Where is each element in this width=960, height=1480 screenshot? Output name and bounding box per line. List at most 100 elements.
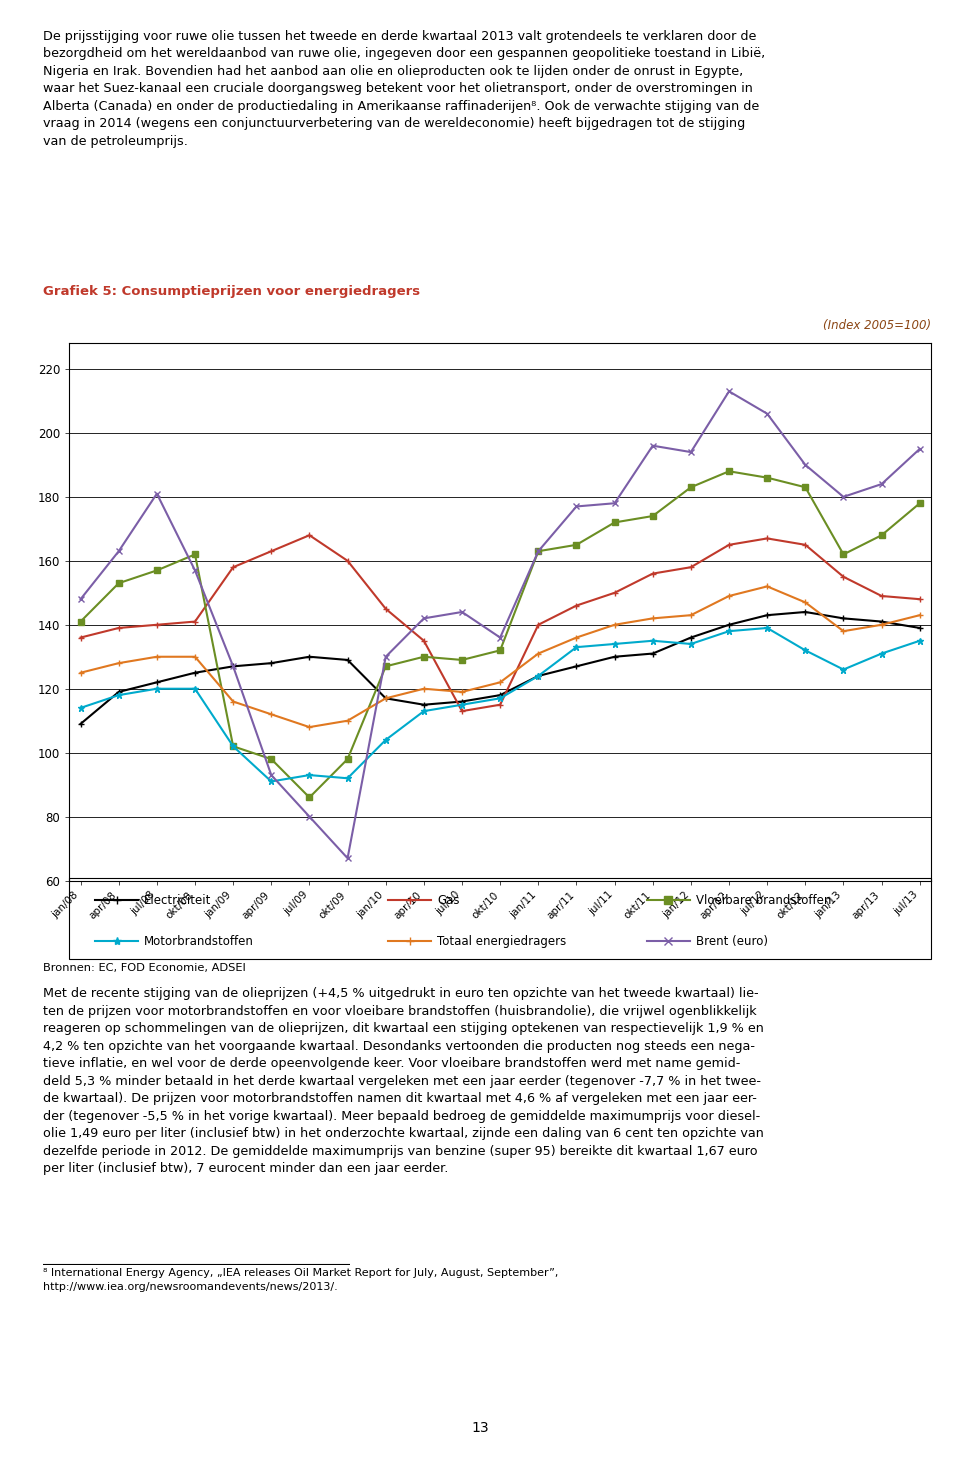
Gas: [685, 558, 697, 576]
Gas: [228, 558, 239, 576]
Totaal energiedragers: [303, 718, 315, 736]
Motorbrandstoffen: [456, 696, 468, 713]
Motorbrandstoffen: [609, 635, 620, 653]
Totaal energiedragers: [800, 593, 811, 611]
Vloeibare brandstoffen: [533, 542, 544, 559]
Totaal energiedragers: [266, 706, 277, 724]
Electriciteit: [914, 619, 925, 636]
Vloeibare brandstoffen: [75, 613, 86, 630]
Vloeibare brandstoffen: [761, 469, 773, 487]
Motorbrandstoffen: [647, 632, 659, 650]
Line: Vloeibare brandstoffen: Vloeibare brandstoffen: [78, 469, 923, 801]
Brent (euro): [494, 629, 506, 647]
Motorbrandstoffen: [189, 679, 201, 697]
Totaal energiedragers: [723, 588, 734, 605]
Gas: [151, 616, 162, 633]
Vloeibare brandstoffen: [800, 478, 811, 496]
Text: Totaal energiedragers: Totaal energiedragers: [437, 935, 566, 947]
Electriciteit: [685, 629, 697, 647]
Electriciteit: [75, 715, 86, 733]
Electriciteit: [380, 690, 392, 707]
Brent (euro): [570, 497, 582, 515]
Gas: [113, 619, 125, 636]
Motorbrandstoffen: [266, 773, 277, 790]
Gas: [914, 591, 925, 608]
Motorbrandstoffen: [75, 699, 86, 716]
Electriciteit: [456, 693, 468, 710]
Totaal energiedragers: [685, 607, 697, 625]
Brent (euro): [914, 440, 925, 457]
Text: De prijsstijging voor ruwe olie tussen het tweede en derde kwartaal 2013 valt gr: De prijsstijging voor ruwe olie tussen h…: [43, 30, 765, 148]
Brent (euro): [800, 456, 811, 474]
Electriciteit: [419, 696, 430, 713]
Vloeibare brandstoffen: [456, 651, 468, 669]
Vloeibare brandstoffen: [303, 789, 315, 807]
Totaal energiedragers: [189, 648, 201, 666]
Brent (euro): [419, 610, 430, 628]
Totaal energiedragers: [838, 622, 850, 639]
Vloeibare brandstoffen: [570, 536, 582, 554]
Motorbrandstoffen: [723, 622, 734, 639]
Brent (euro): [189, 561, 201, 579]
Vloeibare brandstoffen: [151, 561, 162, 579]
Brent (euro): [75, 591, 86, 608]
Vloeibare brandstoffen: [838, 546, 850, 564]
Gas: [380, 599, 392, 617]
Vloeibare brandstoffen: [266, 750, 277, 768]
Totaal energiedragers: [456, 684, 468, 702]
Totaal energiedragers: [570, 629, 582, 647]
Line: Totaal energiedragers: Totaal energiedragers: [77, 583, 924, 731]
Totaal energiedragers: [609, 616, 620, 633]
Brent (euro): [647, 437, 659, 454]
Gas: [609, 585, 620, 602]
Vloeibare brandstoffen: [189, 546, 201, 564]
Vloeibare brandstoffen: [723, 462, 734, 480]
Gas: [342, 552, 353, 570]
Gas: [647, 565, 659, 583]
Electriciteit: [189, 665, 201, 682]
Electriciteit: [647, 645, 659, 663]
Totaal energiedragers: [342, 712, 353, 730]
Gas: [723, 536, 734, 554]
Brent (euro): [761, 406, 773, 423]
Vloeibare brandstoffen: [380, 657, 392, 675]
Electriciteit: [266, 654, 277, 672]
Totaal energiedragers: [494, 673, 506, 691]
Text: Motorbrandstoffen: Motorbrandstoffen: [144, 935, 254, 947]
Brent (euro): [876, 475, 887, 493]
Gas: [838, 568, 850, 586]
Text: 13: 13: [471, 1421, 489, 1436]
Brent (euro): [151, 485, 162, 503]
Totaal energiedragers: [533, 645, 544, 663]
Electriciteit: [876, 613, 887, 630]
Brent (euro): [303, 808, 315, 826]
Text: Electriciteit: Electriciteit: [144, 894, 211, 907]
Brent (euro): [380, 648, 392, 666]
Gas: [533, 616, 544, 633]
Motorbrandstoffen: [494, 690, 506, 707]
Gas: [761, 530, 773, 548]
Electriciteit: [342, 651, 353, 669]
Motorbrandstoffen: [113, 687, 125, 704]
Text: Bronnen: EC, FOD Economie, ADSEI: Bronnen: EC, FOD Economie, ADSEI: [43, 963, 246, 972]
Vloeibare brandstoffen: [419, 648, 430, 666]
Line: Gas: Gas: [77, 531, 924, 715]
Vloeibare brandstoffen: [914, 494, 925, 512]
Electriciteit: [609, 648, 620, 666]
Totaal energiedragers: [876, 616, 887, 633]
Text: (Index 2005=100): (Index 2005=100): [823, 320, 931, 332]
Line: Motorbrandstoffen: Motorbrandstoffen: [77, 625, 924, 784]
Text: Gas: Gas: [437, 894, 460, 907]
Brent (euro): [533, 542, 544, 559]
Totaal energiedragers: [914, 607, 925, 625]
Totaal energiedragers: [761, 577, 773, 595]
Gas: [266, 542, 277, 559]
Text: Vloeibare brandstoffen: Vloeibare brandstoffen: [696, 894, 831, 907]
Totaal energiedragers: [228, 693, 239, 710]
Electriciteit: [228, 657, 239, 675]
Vloeibare brandstoffen: [609, 514, 620, 531]
Gas: [494, 696, 506, 713]
Motorbrandstoffen: [876, 645, 887, 663]
Motorbrandstoffen: [685, 635, 697, 653]
Vloeibare brandstoffen: [876, 527, 887, 545]
